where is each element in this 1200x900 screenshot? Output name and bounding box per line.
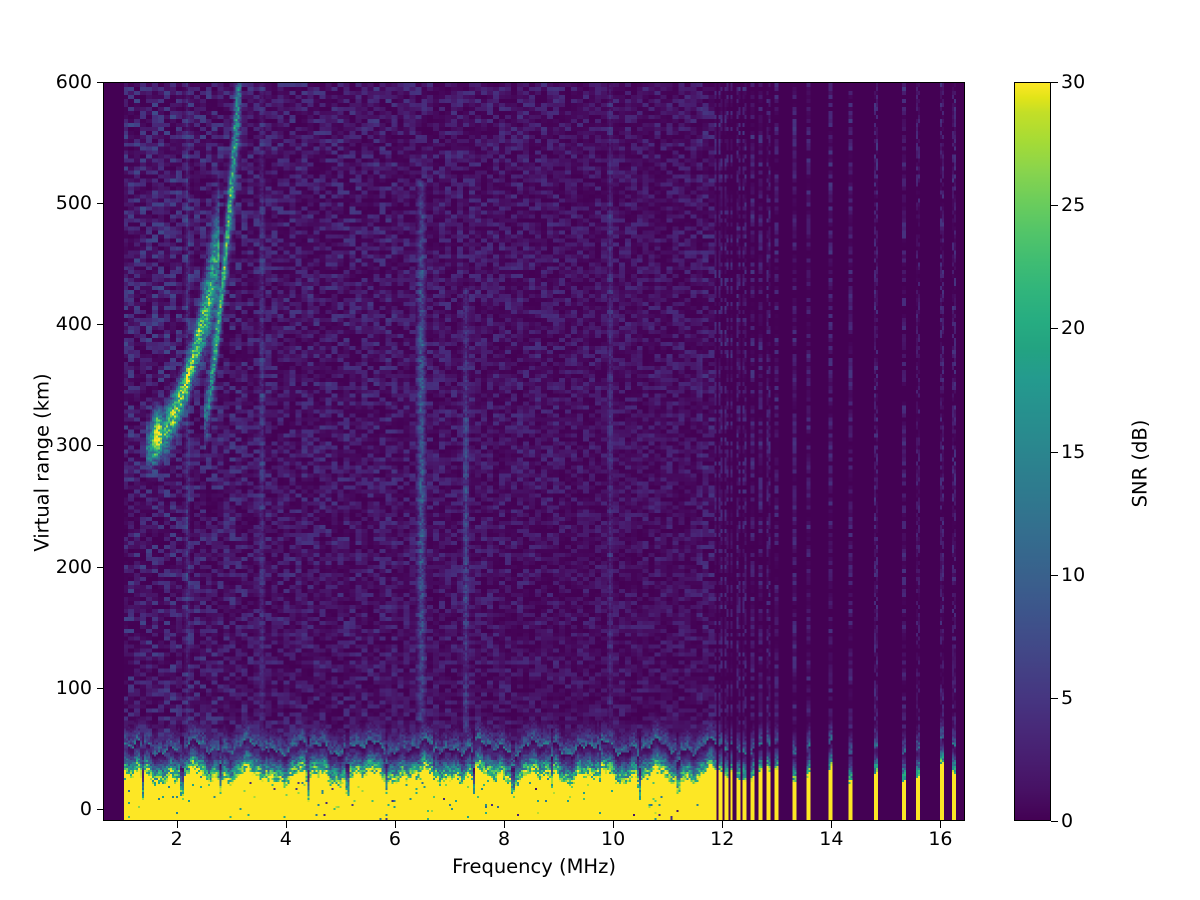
colorbar-tick-label: 30 (1061, 71, 1086, 93)
ionogram-heatmap-canvas (104, 83, 964, 820)
x-axis-tick-label: 4 (279, 828, 292, 850)
y-axis-tick-mark (96, 445, 103, 447)
x-axis-tick-mark (613, 821, 615, 828)
x-axis-tick-label: 8 (497, 828, 511, 850)
y-axis-tick-label: 600 (55, 71, 92, 93)
x-axis-tick-label: 2 (170, 828, 183, 850)
y-axis-tick-mark (96, 808, 103, 810)
y-axis-tick-mark (96, 324, 103, 326)
x-axis-tick-mark (722, 821, 724, 828)
colorbar-tick-label: 5 (1061, 686, 1074, 709)
colorbar-tick-mark (1051, 451, 1058, 453)
colorbar-tick-label: 15 (1061, 440, 1086, 463)
y-axis-tick-mark (96, 82, 103, 83)
heatmap-plot-area (103, 82, 965, 821)
y-axis-tick-label: 0 (79, 797, 92, 820)
colorbar-tick-label: 0 (1061, 810, 1074, 832)
y-axis-tick-mark (96, 203, 103, 205)
x-axis-tick-mark (940, 821, 942, 828)
y-axis-tick-label: 300 (55, 434, 92, 457)
colorbar-tick-mark (1051, 328, 1058, 330)
colorbar-tick-mark (1051, 205, 1058, 207)
colorbar-tick-mark (1051, 574, 1058, 576)
x-axis-tick-label: 12 (710, 828, 735, 850)
x-axis-tick-mark (503, 821, 505, 828)
y-axis-label: Virtual range (km) (30, 373, 54, 552)
x-axis-tick-mark (176, 821, 178, 828)
y-axis-tick-mark (96, 566, 103, 568)
colorbar-tick-mark (1051, 697, 1058, 699)
x-axis-label: Frequency (MHz) (452, 855, 616, 878)
colorbar-tick-label: 25 (1061, 194, 1086, 217)
x-axis-tick-label: 10 (601, 828, 626, 850)
y-axis-tick-mark (96, 687, 103, 689)
x-axis-tick-label: 16 (928, 828, 953, 850)
snr-colorbar (1014, 82, 1051, 821)
y-axis-tick-label: 100 (55, 676, 92, 699)
x-axis-tick-mark (394, 821, 396, 828)
y-axis-tick-label: 400 (55, 313, 92, 336)
colorbar-tick-label: 20 (1061, 317, 1086, 340)
colorbar-tick-mark (1051, 82, 1058, 83)
x-axis-tick-label: 6 (388, 828, 401, 850)
y-axis-tick-label: 500 (55, 192, 92, 215)
x-axis-tick-label: 14 (819, 828, 844, 850)
y-axis-tick-label: 200 (55, 555, 92, 578)
x-axis-tick-mark (831, 821, 833, 828)
colorbar-tick-mark (1051, 821, 1058, 822)
colorbar-tick-label: 10 (1061, 563, 1086, 586)
x-axis-tick-mark (285, 821, 287, 828)
colorbar-label: SNR (dB) (1128, 419, 1152, 508)
